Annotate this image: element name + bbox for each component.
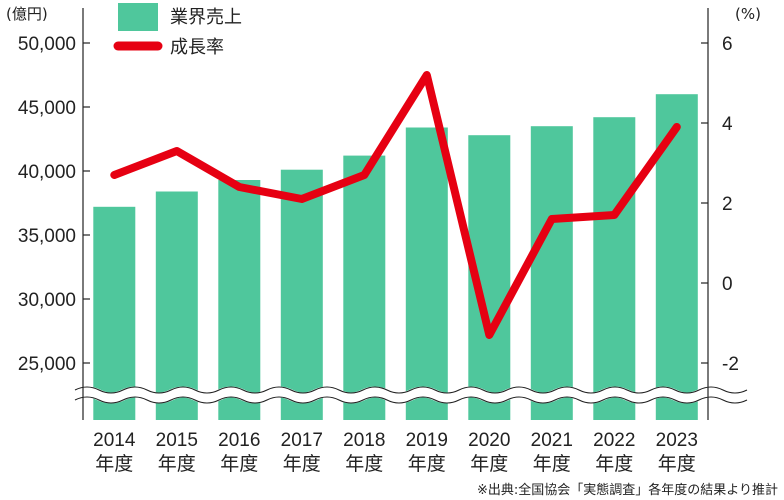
line-series — [110, 71, 681, 339]
left-tick-label-30000: 30,000 — [18, 290, 76, 311]
right-tick-label-0: 0 — [722, 274, 733, 295]
axis-break-line-upper — [74, 386, 748, 394]
left-axis-ticks: 25,000 30,000 35,000 40,000 45,000 50,000 — [18, 34, 90, 375]
x-label-year-2016: 2016 — [218, 430, 260, 451]
x-label-suffix-2017: 年度 — [283, 453, 321, 475]
x-label-suffix-2022: 年度 — [595, 453, 633, 475]
axis-break-line-lower — [74, 396, 748, 404]
legend: 業界売上 成長率 — [113, 3, 242, 58]
x-label-year-2021: 2021 — [531, 430, 573, 451]
bar-2018 — [343, 155, 386, 420]
left-axis-unit: (億円) — [6, 5, 48, 23]
legend-label-line: 成長率 — [170, 37, 224, 58]
axis-break — [72, 386, 750, 404]
left-tick-label-50000: 50,000 — [18, 34, 76, 55]
x-label-suffix-2021: 年度 — [533, 453, 571, 475]
bar-2014 — [93, 206, 136, 420]
right-axis-ticks: -2 0 2 4 6 — [701, 34, 739, 375]
left-tick-label-25000: 25,000 — [18, 354, 76, 375]
x-label-suffix-2014: 年度 — [95, 453, 133, 475]
bar-2019 — [405, 127, 448, 420]
axes — [82, 8, 709, 420]
bar-2021 — [530, 126, 573, 420]
bar-2017 — [280, 169, 323, 420]
x-label-suffix-2018: 年度 — [345, 453, 383, 475]
x-label-year-2023: 2023 — [656, 430, 698, 451]
x-label-year-2022: 2022 — [593, 430, 635, 451]
x-label-year-2020: 2020 — [468, 430, 510, 451]
x-label-suffix-2020: 年度 — [470, 453, 508, 475]
x-label-suffix-2016: 年度 — [220, 453, 258, 475]
left-tick-label-45000: 45,000 — [18, 98, 76, 119]
bar-2022 — [593, 117, 636, 420]
legend-swatch-bar — [118, 3, 158, 31]
x-label-year-2017: 2017 — [281, 430, 323, 451]
right-tick-label--2: -2 — [722, 354, 739, 375]
source-note: ※出典:全国協会「実態調査」各年度の結果より推計 — [477, 482, 778, 498]
right-axis-unit: (%) — [735, 5, 761, 23]
right-tick-label-6: 6 — [722, 34, 733, 55]
growth-rate-line — [110, 71, 681, 339]
x-label-suffix-2019: 年度 — [408, 453, 446, 475]
x-label-suffix-2023: 年度 — [658, 453, 696, 475]
x-label-suffix-2015: 年度 — [158, 453, 196, 475]
left-tick-label-40000: 40,000 — [18, 162, 76, 183]
bar-2015 — [155, 191, 198, 420]
x-label-year-2015: 2015 — [156, 430, 198, 451]
bar-series — [93, 94, 698, 420]
bar-2016 — [218, 180, 261, 420]
right-tick-label-4: 4 — [722, 114, 733, 135]
x-label-year-2014: 2014 — [93, 430, 136, 451]
right-tick-label-2: 2 — [722, 194, 733, 215]
left-tick-label-35000: 35,000 — [18, 226, 76, 247]
x-label-year-2018: 2018 — [343, 430, 385, 451]
x-axis-labels: 2014年度2015年度2016年度2017年度2018年度2019年度2020… — [93, 430, 698, 475]
legend-label-bar: 業界売上 — [170, 7, 242, 28]
axis-break-band — [72, 386, 750, 404]
x-label-year-2019: 2019 — [406, 430, 448, 451]
